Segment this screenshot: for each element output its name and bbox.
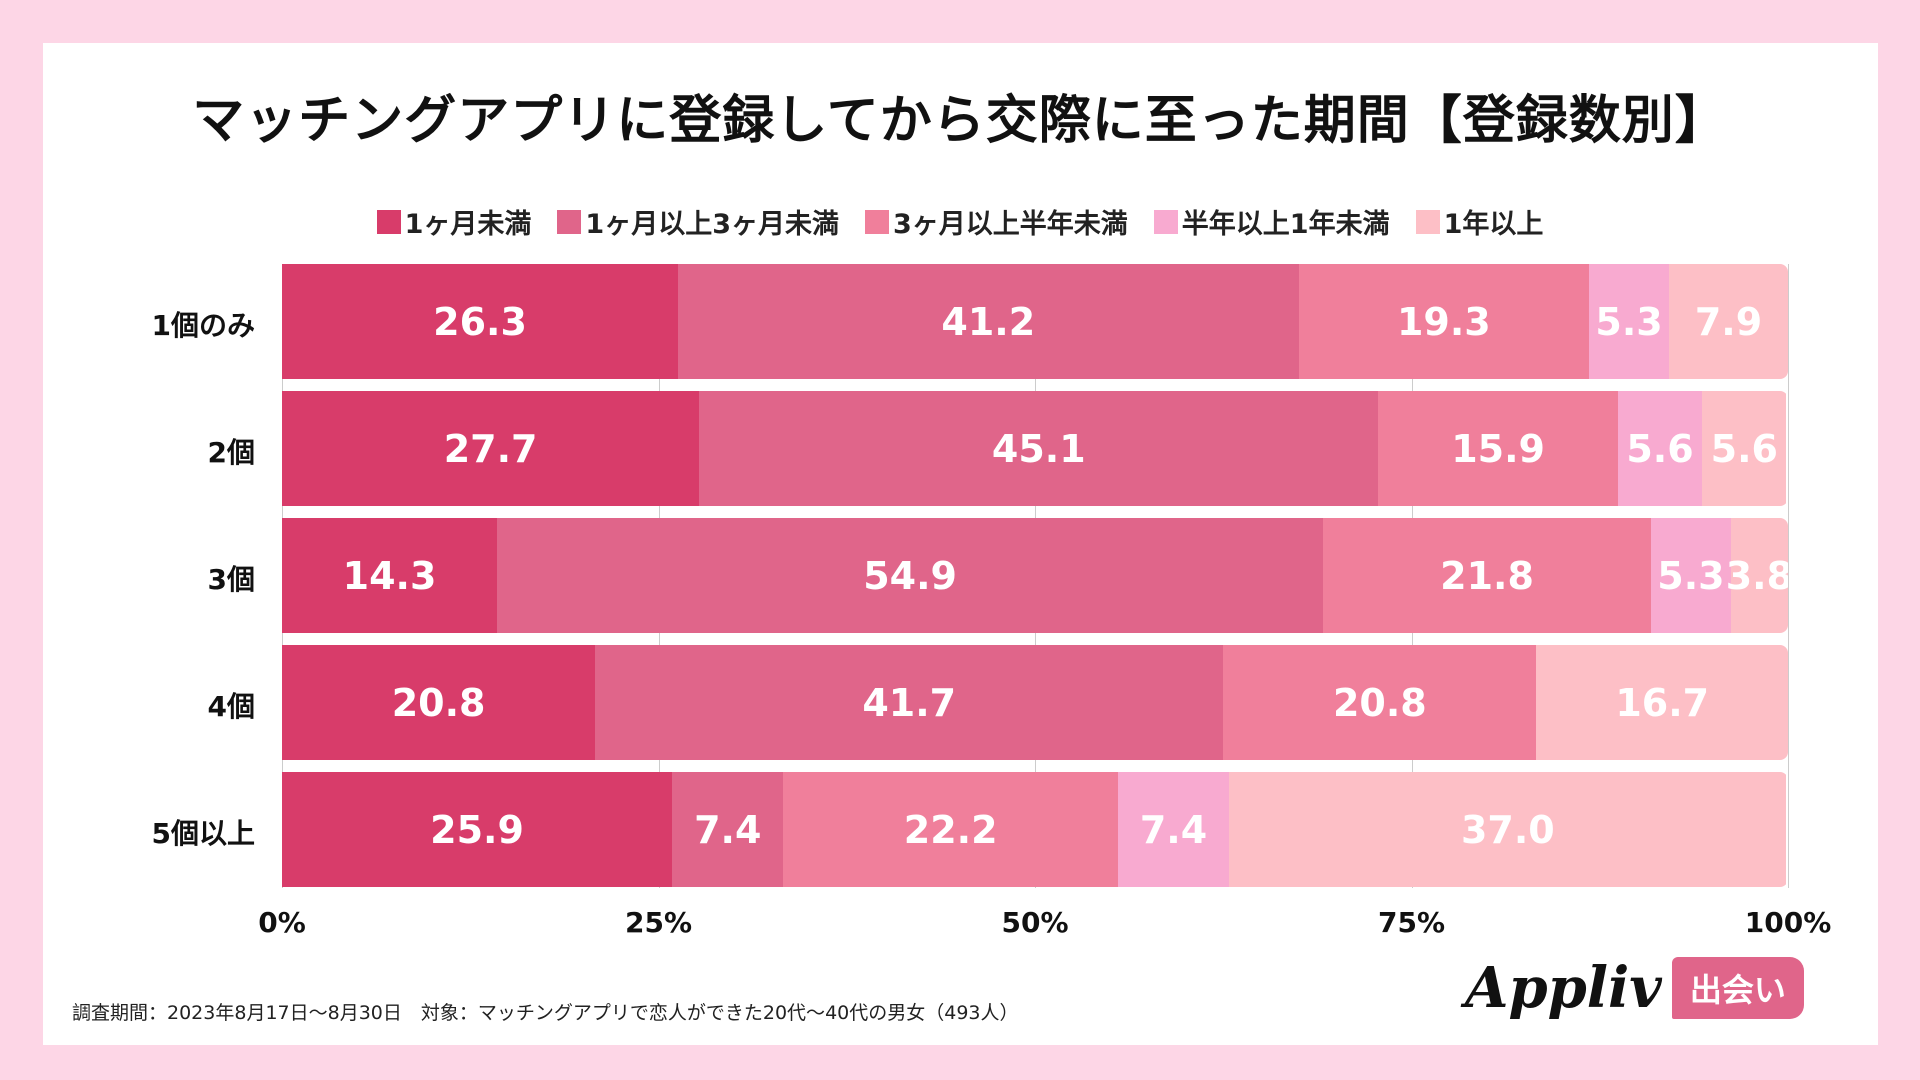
x-tick-label: 75%: [1377, 906, 1446, 939]
data-label: 7.4: [694, 807, 762, 852]
legend-item: 半年以上1年未満: [1153, 202, 1390, 241]
plot-area: 26.3 41.2 19.3 5.3 7.9 27.7 45.1 15.9 5.6 5.6 14.3…: [282, 264, 1789, 888]
bar-segment: 7.4: [1117, 772, 1230, 887]
category-label: 1個のみ: [151, 308, 255, 342]
legend-swatch: [1415, 209, 1440, 234]
bar-segment: 37.0: [1229, 772, 1787, 887]
bar-segment: 26.3: [282, 264, 679, 379]
bar-segment: 5.6: [1702, 391, 1787, 506]
legend-label: 3ヶ月以上半年未満: [892, 209, 1128, 240]
bar-segment: 5.3: [1651, 518, 1731, 633]
bar-segment: 19.3: [1298, 264, 1590, 379]
stacked-bar: 27.7 45.1 15.9 5.6 5.6: [282, 391, 1788, 506]
bar-segment: 41.7: [595, 645, 1224, 760]
bar-segment: 22.2: [783, 772, 1118, 887]
gridline: [1788, 264, 1789, 888]
bar-segment: 15.9: [1378, 391, 1618, 506]
data-label: 22.2: [903, 807, 998, 852]
legend-swatch: [864, 209, 889, 234]
legend-item: 1ヶ月以上3ヶ月未満: [557, 202, 839, 241]
legend-label: 1年以上: [1443, 209, 1544, 240]
data-label: 16.7: [1615, 680, 1710, 725]
category-label: 5個以上: [151, 816, 255, 850]
stacked-bar: 14.3 54.9 21.8 5.3 3.8: [282, 518, 1788, 633]
x-tick-label: 25%: [624, 906, 693, 939]
survey-note: 調査期間：2023年8月17日〜8月30日 対象：マッチングアプリで恋人ができた…: [72, 1002, 1019, 1024]
data-label: 25.9: [430, 807, 524, 852]
x-tick-label: 100%: [1744, 906, 1832, 939]
data-label: 5.3: [1595, 299, 1663, 344]
data-label: 3.8: [1725, 553, 1788, 598]
bar-segment: 3.8: [1726, 518, 1788, 633]
category-label: 3個: [207, 562, 255, 596]
stacked-bar: 25.9 7.4 22.2 7.4 37.0: [282, 772, 1788, 887]
data-label: 37.0: [1460, 807, 1555, 852]
legend-item: 1年以上: [1415, 202, 1544, 241]
data-label: 15.9: [1451, 426, 1545, 471]
data-label: 5.6: [1626, 426, 1694, 471]
bar-segment: 21.8: [1323, 518, 1652, 633]
stacked-bar: 20.8 41.7 20.8 16.7: [282, 645, 1788, 760]
logo-badge: 出会い: [1671, 957, 1804, 1019]
bar-segment: 16.7: [1536, 645, 1788, 760]
legend-item: 1ヶ月未満: [376, 202, 532, 241]
data-label: 7.4: [1139, 807, 1208, 852]
bar-segment: 14.3: [282, 518, 498, 633]
legend-label: 1ヶ月以上3ヶ月未満: [585, 209, 839, 240]
stacked-bar: 26.3 41.2 19.3 5.3 7.9: [282, 264, 1788, 379]
bar-segment: 5.6: [1617, 391, 1703, 506]
data-label: 54.9: [863, 553, 957, 598]
legend-swatch: [376, 209, 401, 234]
bar-segment: 20.8: [1223, 645, 1537, 760]
appliv-logo: Appliv 出会い: [1465, 955, 1804, 1021]
x-tick-label: 50%: [1001, 906, 1069, 939]
legend-swatch: [557, 209, 582, 234]
legend-item: 3ヶ月以上半年未満: [864, 202, 1128, 241]
logo-text: Appliv: [1465, 955, 1662, 1021]
bar-segment: 45.1: [699, 391, 1379, 506]
data-label: 45.1: [991, 426, 1086, 471]
bar-segment: 25.9: [282, 772, 673, 887]
bar-segment: 20.8: [282, 645, 596, 760]
bar-segment: 7.4: [672, 772, 784, 887]
data-label: 5.3: [1657, 553, 1725, 598]
bar-segment: 41.2: [678, 264, 1299, 379]
data-label: 20.8: [1332, 680, 1427, 725]
bar-segment: 27.7: [282, 391, 700, 506]
data-label: 5.6: [1710, 426, 1778, 471]
category-label: 2個: [207, 435, 255, 469]
data-label: 19.3: [1396, 299, 1491, 344]
data-label: 41.7: [862, 680, 957, 725]
bar-segment: 54.9: [497, 518, 1324, 633]
data-label: 27.7: [443, 426, 538, 471]
category-label: 4個: [207, 689, 255, 723]
data-label: 7.9: [1694, 299, 1763, 344]
x-tick-label: 0%: [258, 906, 306, 939]
legend-label: 1ヶ月未満: [404, 209, 532, 240]
legend-label: 半年以上1年未満: [1181, 209, 1390, 240]
data-label: 14.3: [342, 553, 437, 598]
chart-title: マッチングアプリに登録してから交際に至った期間【登録数別】: [192, 91, 1728, 151]
data-label: 41.2: [941, 299, 1036, 344]
bar-segment: 7.9: [1669, 264, 1788, 379]
legend: 1ヶ月未満 1ヶ月以上3ヶ月未満 3ヶ月以上半年未満 半年以上1年未満 1年以上: [0, 202, 1920, 241]
data-label: 21.8: [1440, 553, 1534, 598]
bar-segment: 5.3: [1589, 264, 1669, 379]
data-label: 26.3: [433, 299, 527, 344]
data-label: 20.8: [391, 680, 486, 725]
legend-swatch: [1153, 209, 1178, 234]
